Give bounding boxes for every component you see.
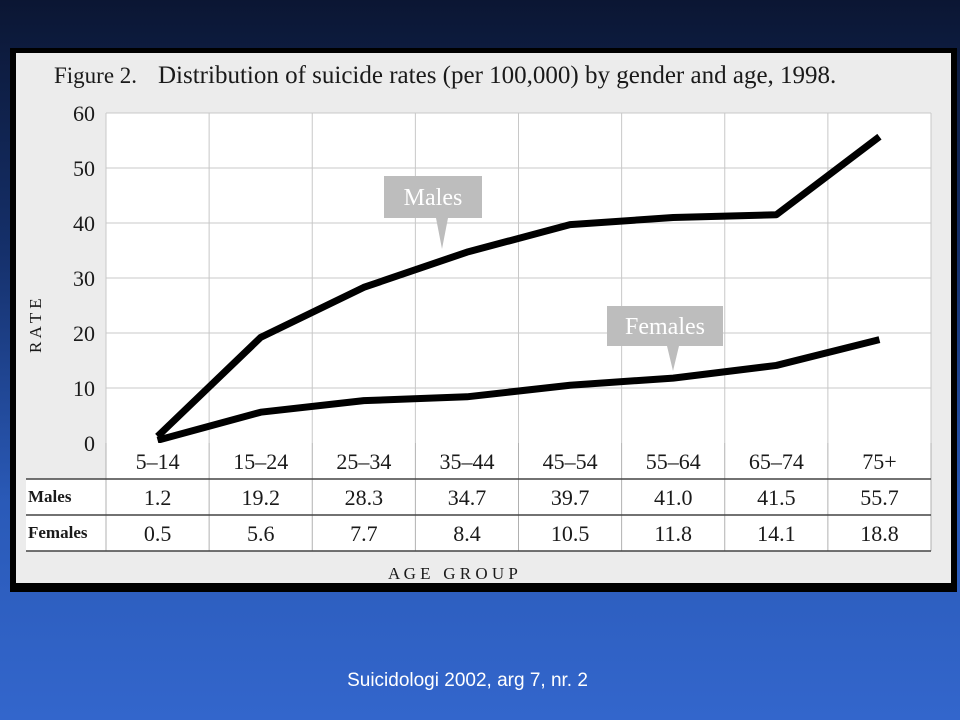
source-caption: Suicidologi 2002, arg 7, nr. 2 [347, 670, 588, 691]
series-line-males [155, 133, 882, 439]
data-label: 10.5 [551, 521, 590, 546]
data-label: 41.0 [654, 485, 693, 510]
callout-males: Males [384, 176, 482, 249]
y-tick-label: 30 [73, 266, 95, 291]
data-label: 5.6 [247, 521, 275, 546]
y-tick-label: 10 [73, 376, 95, 401]
data-label: 34.7 [448, 485, 487, 510]
x-category-label: 65–74 [749, 449, 804, 474]
data-label: 18.8 [860, 521, 899, 546]
y-axis-label: R A T E [26, 298, 45, 353]
series-lines [155, 133, 882, 444]
chart-title-prefix: Figure 2. [54, 63, 137, 88]
series-name-label: Males [404, 185, 463, 211]
data-label: 8.4 [453, 521, 481, 546]
data-table: 5–14 15–24 25–34 35–44 45–54 55–64 65–74 75+ Mal… [26, 443, 932, 552]
x-category-label: 35–44 [439, 449, 494, 474]
data-label: 39.7 [551, 485, 590, 510]
data-label: 28.3 [345, 485, 384, 510]
y-tick-label: 60 [73, 101, 95, 126]
table-row-header: Females [28, 523, 88, 542]
data-label: 0.5 [144, 521, 172, 546]
series-line-females [156, 336, 881, 444]
suicide-rate-chart: Figure 2. Distribution of suicide rates … [26, 62, 932, 583]
data-label: 55.7 [860, 485, 899, 510]
data-label: 1.2 [144, 485, 172, 510]
table-row-header: Males [28, 487, 72, 506]
y-tick-label: 40 [73, 211, 95, 236]
y-tick-labels: 0 10 20 30 40 50 60 [73, 101, 95, 456]
x-axis-label: A G E G R O U P [388, 564, 518, 583]
callout-pointer [436, 218, 448, 249]
data-label: 14.1 [757, 521, 796, 546]
data-label: 41.5 [757, 485, 796, 510]
x-category-label: 5–14 [136, 449, 180, 474]
data-label: 7.7 [350, 521, 378, 546]
y-tick-label: 50 [73, 156, 95, 181]
callout-females: Females [607, 306, 723, 371]
callout-box [384, 176, 482, 218]
series-callouts: Males Females [384, 176, 723, 371]
figure-panel: Figure 2. Distribution of suicide rates … [16, 53, 951, 583]
x-category-label: 75+ [862, 449, 896, 474]
y-tick-label: 20 [73, 321, 95, 346]
x-category-label: 45–54 [543, 449, 598, 474]
x-category-label: 15–24 [233, 449, 288, 474]
data-label: 11.8 [654, 521, 692, 546]
x-category-label: 25–34 [336, 449, 391, 474]
callout-box [607, 306, 723, 346]
series-name-label: Females [625, 314, 705, 340]
data-label: 19.2 [241, 485, 280, 510]
chart-title: Distribution of suicide rates (per 100,0… [158, 62, 836, 89]
callout-pointer [667, 346, 679, 371]
x-category-label: 55–64 [646, 449, 701, 474]
y-tick-label: 0 [84, 431, 95, 456]
